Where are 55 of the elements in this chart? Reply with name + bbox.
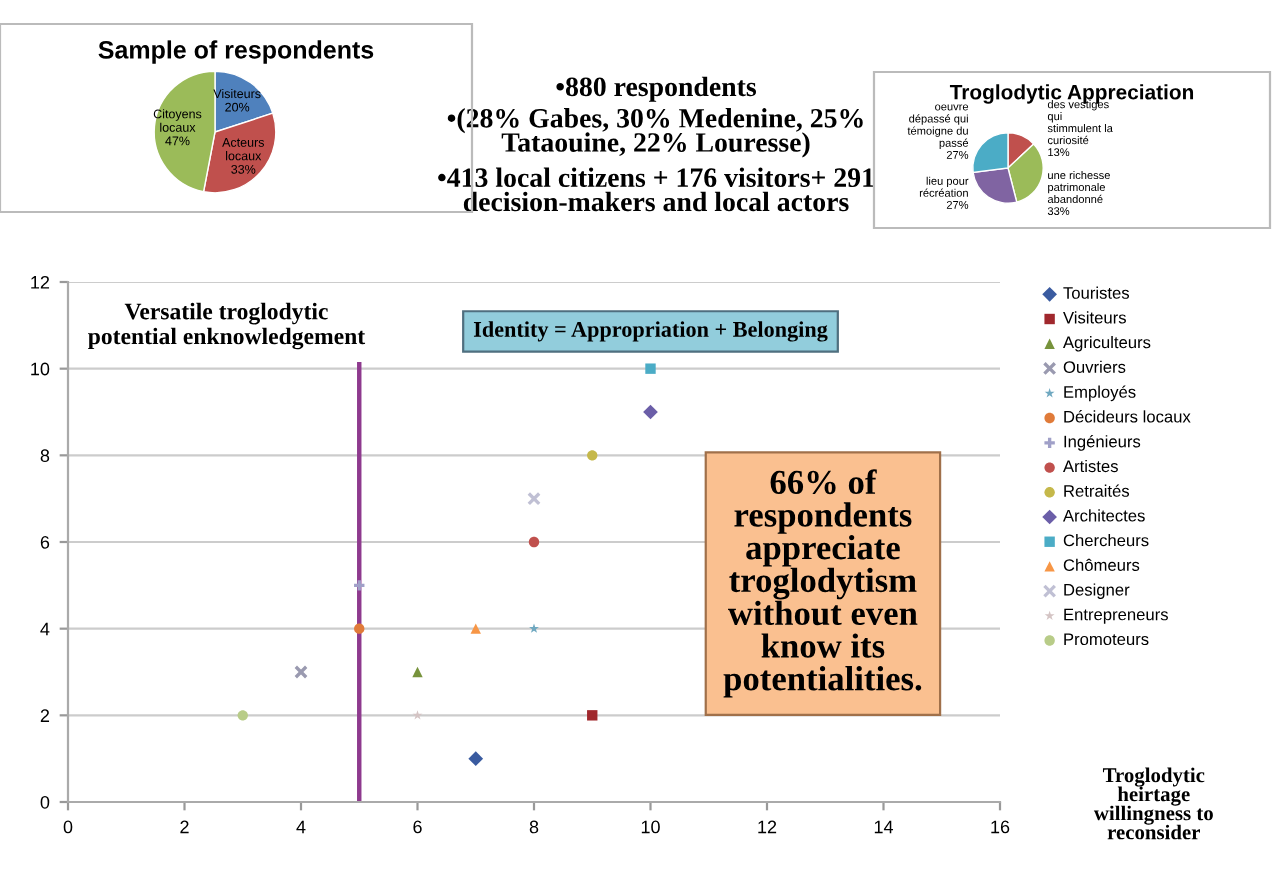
x-tick-label: 12 (758, 820, 777, 834)
text: •413 local citizens + 176 visitors+ 291 decision-makers and local actors (438, 167, 874, 212)
legend-label: Agriculteurs (1062, 336, 1151, 352)
legend-label: Ouvriers (1063, 360, 1126, 373)
x-tick-label: 2 (180, 820, 189, 834)
legend-label: Chômeurs (1063, 558, 1140, 571)
legend-label: Chercheurs (1063, 534, 1149, 547)
point (645, 363, 656, 374)
annotation: Versatile troglodytic potential enknowledgement (88, 302, 366, 350)
x-tick-label: 10 (641, 820, 660, 834)
y-tick-label: 2 (40, 709, 50, 722)
legend-label: Promoteurs (1064, 633, 1149, 646)
y-tick-label: 0 (40, 795, 50, 809)
point (352, 578, 367, 593)
x-tick-label: 6 (413, 820, 422, 834)
point (587, 450, 598, 461)
x-axis-title: Troglodytic heirtage willingness to reconsider (1093, 767, 1213, 840)
point (412, 710, 423, 720)
legend-label: Entrepreneurs (1064, 608, 1168, 624)
x-tick-label: 4 (296, 820, 306, 834)
chart-title: Troglodytic Appreciation (949, 84, 1194, 104)
x-tick-label: 8 (529, 820, 539, 834)
legend-label: Employés (1064, 385, 1136, 402)
y-tick-label: 10 (31, 362, 50, 376)
y-tick-label: 8 (40, 449, 50, 463)
point (587, 710, 598, 721)
y-tick-label: 12 (31, 275, 50, 289)
point (294, 665, 308, 679)
legend-label: Designer (1064, 583, 1130, 599)
point (470, 623, 481, 634)
point (468, 751, 484, 767)
chart-title: Sample of respondents (98, 40, 374, 64)
annotation: Identity = Appropriation + Belonging (473, 321, 828, 342)
y-tick-label: 6 (40, 535, 50, 549)
x-tick-label: 16 (991, 820, 1010, 834)
legend-label: Décideurs locaux (1064, 410, 1191, 423)
point (527, 491, 541, 506)
legend-label: Ingénieurs (1064, 435, 1141, 451)
legend-label: Artistes (1062, 459, 1118, 473)
point (412, 666, 423, 678)
text: •(28% Gabes, 30% Medenine, 25% Tataouine, 22% Louresse) (447, 108, 863, 158)
x-tick-label: 0 (63, 820, 73, 834)
point (354, 623, 365, 634)
legend-label: Retraités (1064, 484, 1130, 497)
legend-label: Touristes (1063, 286, 1130, 299)
y-tick-label: 4 (40, 622, 50, 636)
annotation: 66% of respondents appreciate troglodytism without even know its potentialities. (723, 469, 922, 698)
legend-label: Architectes (1062, 509, 1145, 522)
text: •880 respondents (556, 76, 757, 102)
point (643, 404, 658, 420)
legend-label: Visiteurs (1063, 311, 1126, 324)
point (237, 710, 248, 721)
x-tick-label: 14 (874, 820, 894, 834)
point (529, 623, 539, 633)
point (528, 536, 540, 548)
